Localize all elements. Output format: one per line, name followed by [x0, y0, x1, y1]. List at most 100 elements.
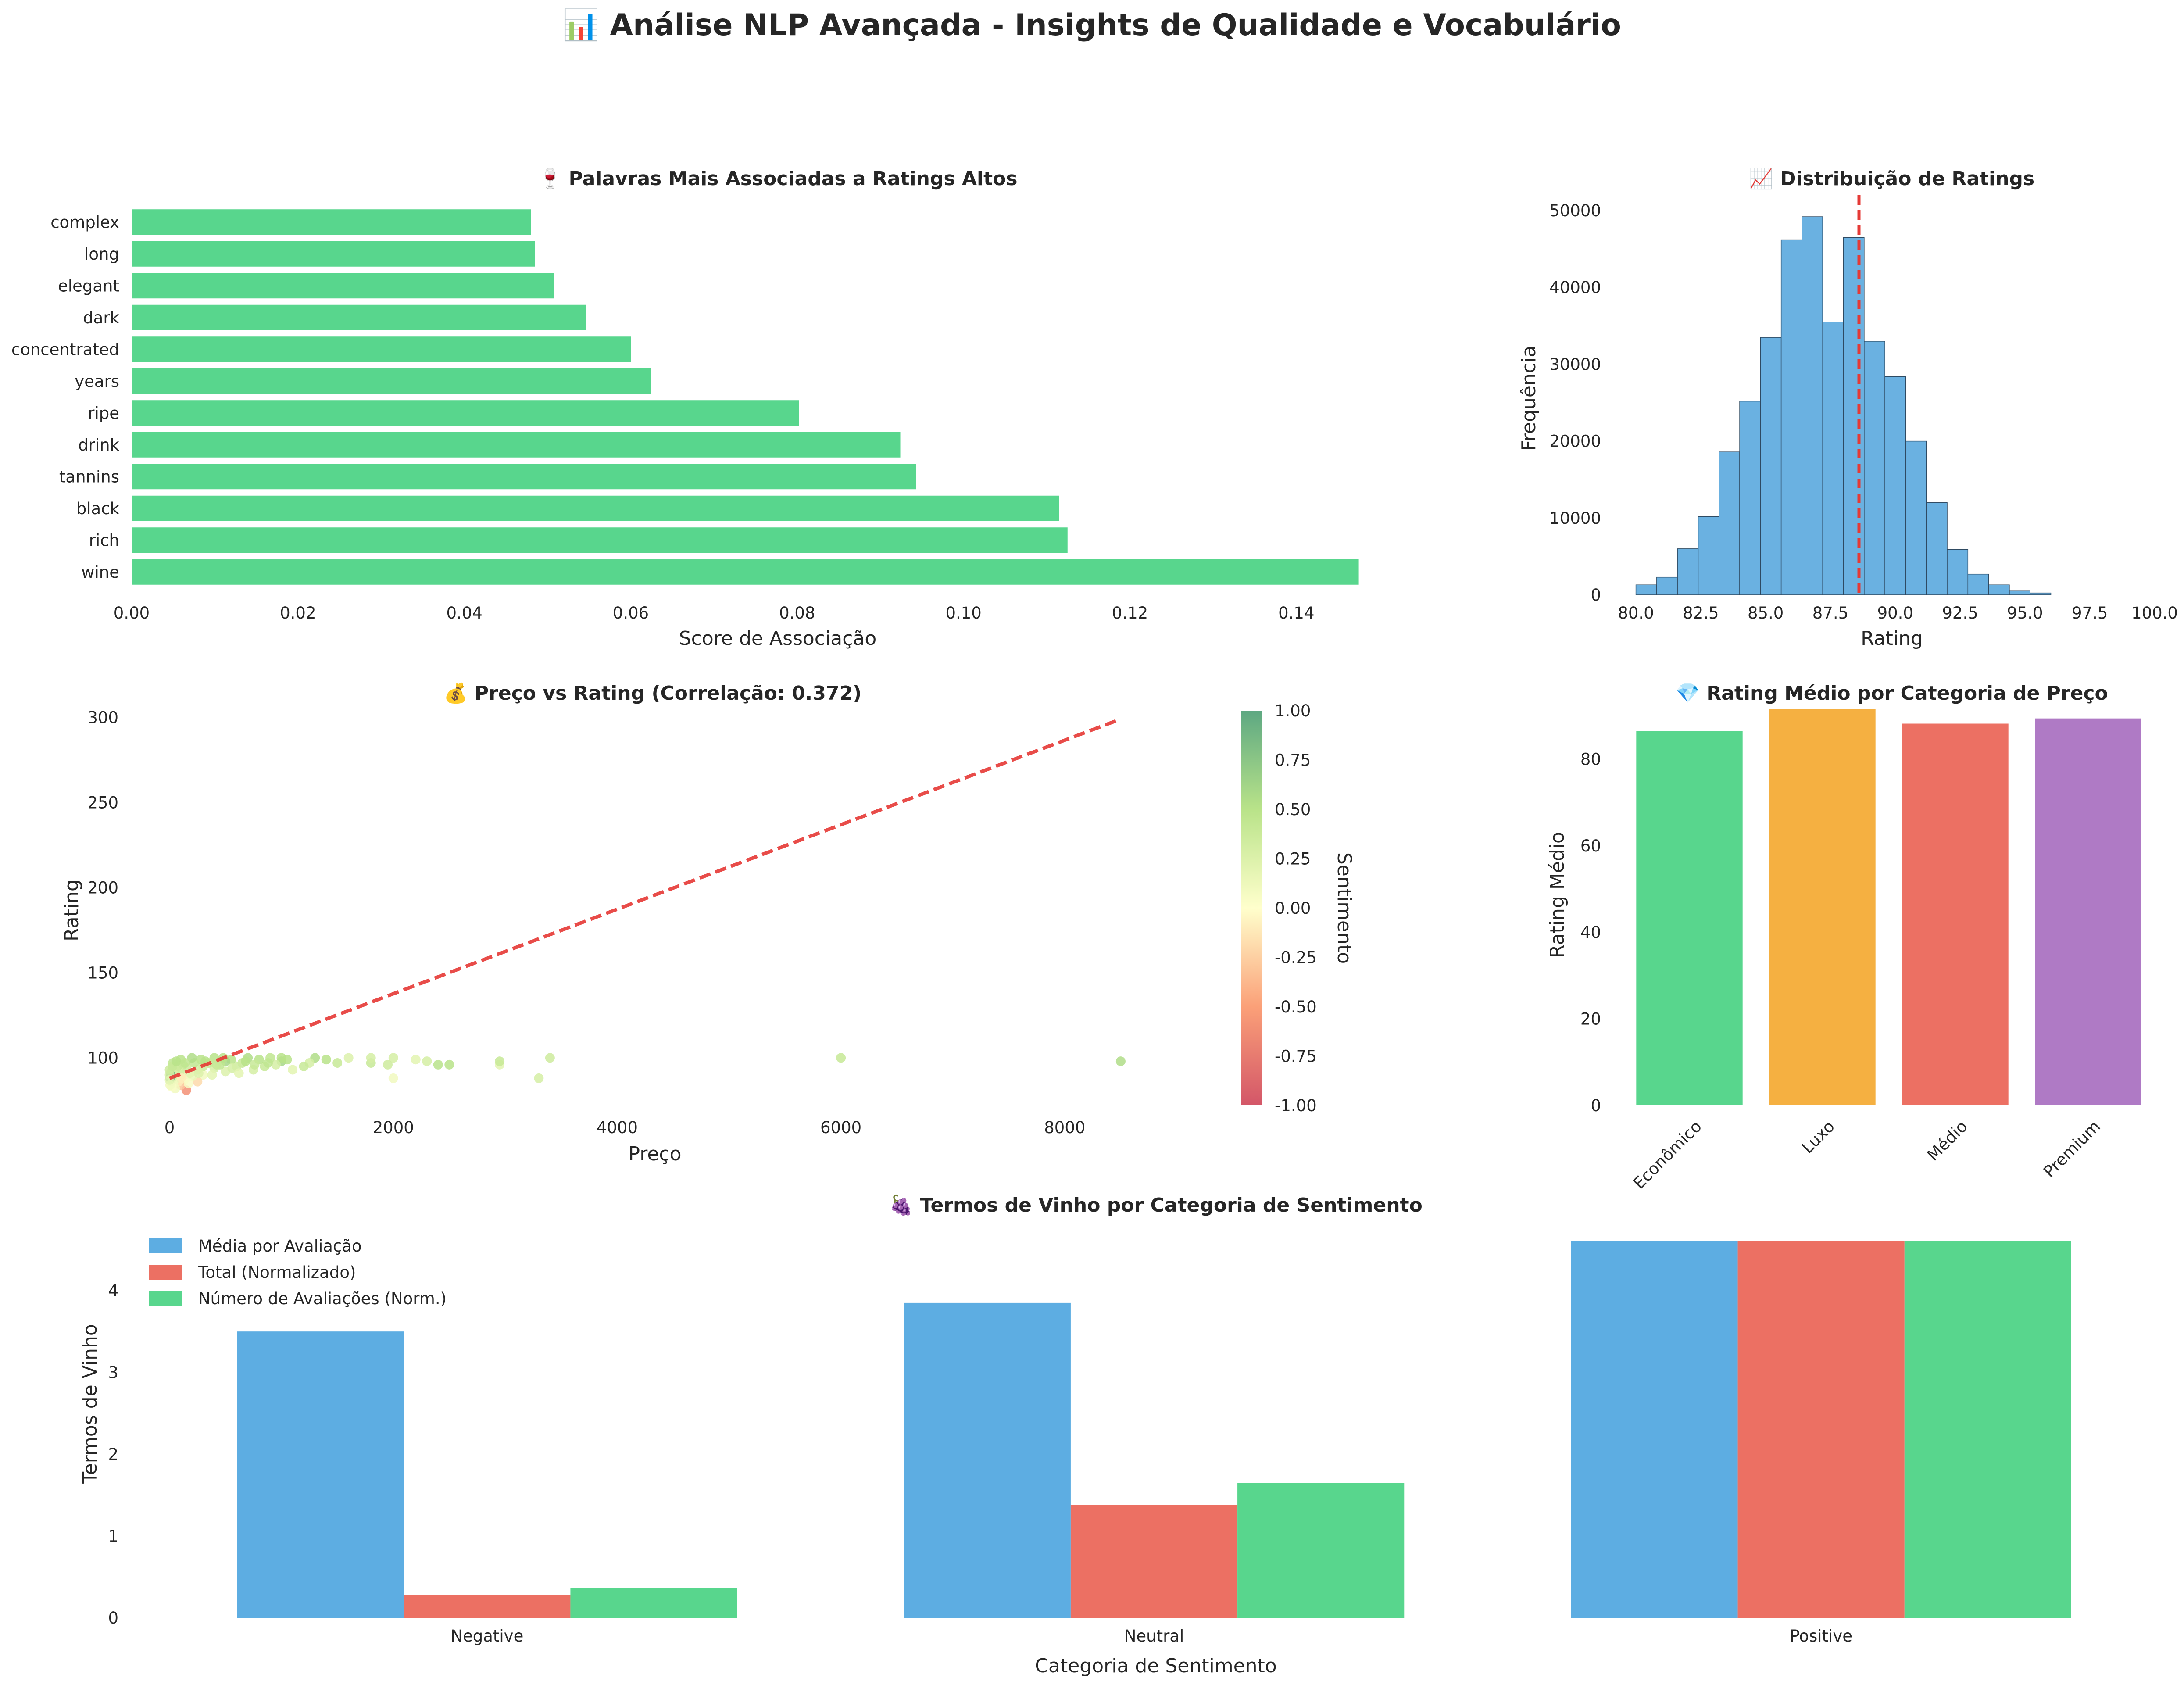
hist-bar — [1864, 341, 1885, 595]
scatter-ytick: 100 — [87, 1048, 118, 1067]
sent-bar — [1904, 1241, 2071, 1618]
hist-bar — [1635, 584, 1657, 595]
scatter-point — [171, 1056, 181, 1066]
scatter-xtick: 6000 — [820, 1118, 861, 1137]
scatter-point — [534, 1073, 544, 1083]
sent-xtick: Neutral — [1124, 1627, 1184, 1646]
trend-line — [169, 717, 1122, 1080]
colorbar-tick: 0.75 — [1275, 751, 1311, 770]
words-xtick: 0.12 — [1112, 604, 1148, 622]
scatter-xtick: 2000 — [373, 1118, 414, 1137]
scatter-point — [211, 1059, 222, 1070]
colorbar-label: Sentimento — [1333, 852, 1355, 964]
sent-ytick: 2 — [108, 1445, 118, 1464]
words-ytick: long — [84, 245, 119, 264]
price-ytick: 80 — [1580, 750, 1601, 769]
words-bar — [132, 432, 901, 458]
price-xtick: Luxo — [1798, 1117, 1838, 1157]
scatter-ylabel: Rating — [61, 879, 83, 941]
price-ytick: 0 — [1591, 1096, 1601, 1115]
hist-bar — [1947, 549, 1969, 595]
scatter-point — [444, 1059, 454, 1070]
sent-bar — [1237, 1483, 1405, 1618]
hist-xtick: 97.5 — [2072, 604, 2108, 622]
hist-bar — [1780, 239, 1802, 595]
scatter-point — [180, 1058, 190, 1068]
hist-bar — [1719, 451, 1740, 595]
sent-ylabel: Termos de Vinho — [79, 1324, 101, 1484]
legend-label: Média por Avaliação — [198, 1237, 362, 1256]
sent-bar — [1571, 1241, 1738, 1618]
sent-bar — [1070, 1505, 1238, 1618]
scatter-point — [241, 1056, 250, 1066]
scatter-ytick: 200 — [87, 878, 118, 897]
scatter-point — [193, 1068, 204, 1078]
hist-ytick: 20000 — [1549, 432, 1601, 451]
hist-ytick: 10000 — [1549, 509, 1601, 528]
legend-label: Total (Normalizado) — [198, 1263, 356, 1282]
hist-xlabel: Rating — [1861, 627, 1923, 650]
colorbar-tick: 0.50 — [1275, 800, 1311, 819]
words-bar — [132, 241, 535, 267]
scatter-xlabel: Preço — [628, 1143, 681, 1165]
sent-xtick: Positive — [1790, 1627, 1852, 1646]
hist-xtick: 92.5 — [1942, 604, 1978, 622]
hist-bar — [1905, 440, 1927, 595]
colorbar-tick: 0.00 — [1275, 899, 1311, 918]
words-ytick: dark — [83, 308, 119, 327]
sent-bar — [570, 1588, 737, 1618]
scatter-point — [282, 1055, 292, 1065]
hist-bar — [1760, 337, 1782, 595]
words-xtick: 0.10 — [945, 604, 981, 622]
panel-sentiment: 🍇 Termos de Vinho por Categoria de Senti… — [79, 1194, 2071, 1677]
words-xtick: 0.00 — [114, 604, 150, 622]
hist-bar — [1843, 237, 1865, 595]
sent-bar — [404, 1595, 571, 1618]
price-bar — [1636, 731, 1743, 1105]
hist-xtick: 80.0 — [1618, 604, 1654, 622]
price-ytick: 60 — [1580, 837, 1601, 855]
scatter-point — [433, 1059, 443, 1070]
hist-ytick: 50000 — [1549, 201, 1601, 220]
words-xlabel: Score de Associação — [679, 627, 877, 650]
scatter-point — [288, 1065, 298, 1075]
words-bar — [132, 400, 799, 426]
scatter-point — [411, 1055, 421, 1065]
words-bar — [132, 495, 1059, 521]
words-xtick: 0.08 — [779, 604, 815, 622]
hist-bar — [1698, 516, 1719, 595]
colorbar-tick: -0.50 — [1275, 998, 1317, 1016]
scatter-point — [299, 1061, 309, 1071]
scatter-point — [545, 1053, 555, 1063]
hist-ylabel: Frequência — [1518, 346, 1540, 451]
words-bar — [132, 273, 554, 299]
words-ytick: tannins — [59, 467, 119, 486]
sent-ytick: 0 — [108, 1609, 118, 1628]
price-bar — [1769, 709, 1876, 1105]
hist-xtick: 85.0 — [1748, 604, 1784, 622]
hist-bar — [1926, 502, 1948, 595]
scatter-point — [836, 1053, 846, 1063]
scatter-xtick: 4000 — [597, 1118, 638, 1137]
hist-xtick: 90.0 — [1877, 604, 1913, 622]
legend-label: Número de Avaliações (Norm.) — [198, 1289, 447, 1308]
hist-xtick: 100.0 — [2131, 604, 2178, 622]
scatter-point — [187, 1053, 197, 1063]
hist-title: 📈 Distribuição de Ratings — [1749, 168, 2034, 190]
words-xtick: 0.14 — [1278, 604, 1314, 622]
words-bar — [132, 368, 651, 394]
price-title: 💎 Rating Médio por Categoria de Preço — [1676, 682, 2108, 705]
scatter-point — [422, 1056, 432, 1066]
hist-bar — [1677, 548, 1699, 595]
price-ylabel: Rating Médio — [1546, 832, 1569, 958]
words-bar — [132, 209, 531, 235]
scatter-point — [234, 1068, 244, 1078]
legend-swatch — [149, 1265, 182, 1280]
colorbar — [1241, 711, 1262, 1105]
scatter-xtick: 8000 — [1044, 1118, 1085, 1137]
hist-ytick: 0 — [1591, 586, 1601, 605]
hist-bar — [1656, 576, 1678, 595]
scatter-point — [1115, 1056, 1126, 1066]
hist-xtick: 95.0 — [2007, 604, 2043, 622]
